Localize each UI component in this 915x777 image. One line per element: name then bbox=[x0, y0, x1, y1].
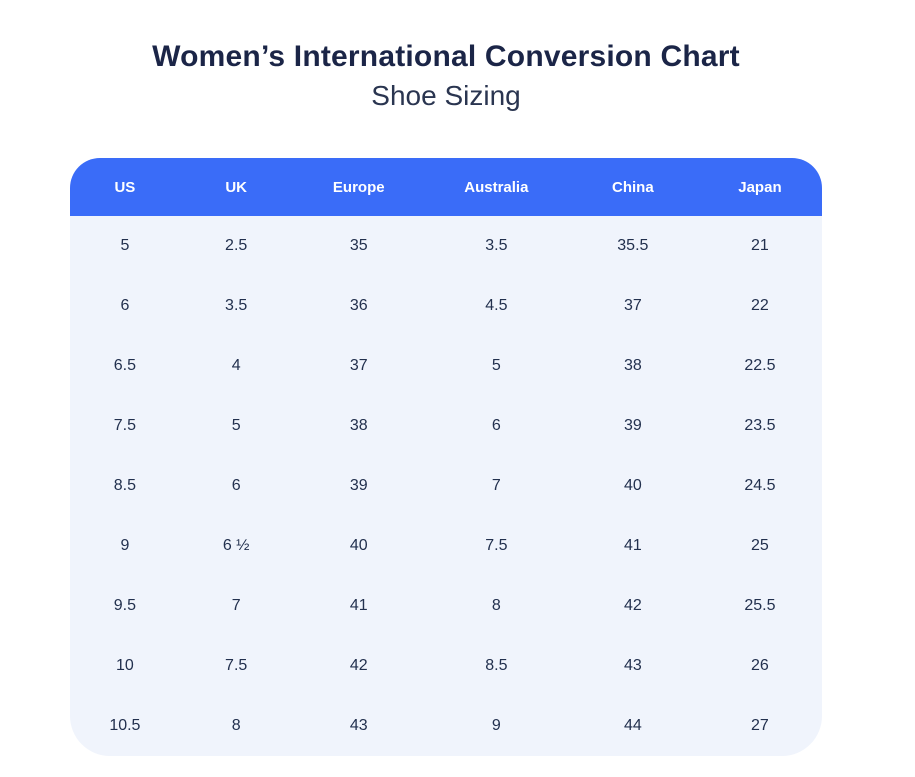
table-cell: 22.5 bbox=[744, 357, 776, 374]
column-header-us: US bbox=[114, 178, 136, 196]
table-row: 10 7.5 42 8.5 43 26 bbox=[70, 636, 822, 696]
table-cell: 37 bbox=[623, 297, 642, 314]
table-cell: 9.5 bbox=[113, 597, 137, 614]
table-row: 5 2.5 35 3.5 35.5 21 bbox=[70, 216, 822, 276]
table-cell: 43 bbox=[349, 717, 368, 734]
table-cell: 41 bbox=[349, 597, 368, 614]
shoe-size-conversion-table: US UK Europe Australia China Japan 5 2.5… bbox=[70, 158, 822, 756]
table-cell: 4 bbox=[231, 357, 241, 374]
table-cell: 39 bbox=[349, 477, 368, 494]
table-row: 9.5 7 41 8 42 25.5 bbox=[70, 576, 822, 636]
table-cell: 7.5 bbox=[485, 537, 508, 554]
table-cell: 42 bbox=[623, 597, 642, 614]
table-row: 9 6 ½ 40 7.5 41 25 bbox=[70, 516, 822, 576]
column-header-china: China bbox=[612, 178, 654, 196]
table-cell: 35 bbox=[349, 237, 368, 254]
table-cell: 4.5 bbox=[485, 297, 508, 314]
table-cell: 7 bbox=[491, 477, 501, 494]
table-row: 8.5 6 39 7 40 24.5 bbox=[70, 456, 822, 516]
table-cell: 6 bbox=[491, 417, 501, 434]
table-cell: 6 bbox=[231, 477, 241, 494]
table-cell: 8.5 bbox=[485, 657, 508, 674]
table-cell: 37 bbox=[349, 357, 368, 374]
column-header-uk: UK bbox=[225, 178, 248, 196]
table-cell: 9 bbox=[120, 537, 130, 554]
column-header-australia: Australia bbox=[464, 178, 529, 196]
table-cell: 6.5 bbox=[113, 357, 137, 374]
table-body: 5 2.5 35 3.5 35.5 21 6 3.5 36 4.5 37 22 … bbox=[70, 216, 822, 756]
table-header-row: US UK Europe Australia China Japan bbox=[70, 158, 822, 216]
table-cell: 8.5 bbox=[113, 477, 137, 494]
table-cell: 36 bbox=[349, 297, 368, 314]
table-cell: 5 bbox=[120, 237, 130, 254]
table-cell: 7.5 bbox=[113, 417, 137, 434]
column-header-europe: Europe bbox=[332, 178, 385, 196]
table-cell: 8 bbox=[491, 597, 501, 614]
table-cell: 44 bbox=[623, 717, 642, 734]
table-cell: 5 bbox=[231, 417, 241, 434]
table-row: 7.5 5 38 6 39 23.5 bbox=[70, 396, 822, 456]
table-cell: 5 bbox=[491, 357, 501, 374]
table-cell: 9 bbox=[491, 717, 501, 734]
table-cell: 42 bbox=[349, 657, 368, 674]
table-cell: 2.5 bbox=[225, 237, 248, 254]
table-cell: 38 bbox=[349, 417, 368, 434]
table-row: 6.5 4 37 5 38 22.5 bbox=[70, 336, 822, 396]
table-row: 10.5 8 43 9 44 27 bbox=[70, 696, 822, 756]
table-cell: 27 bbox=[751, 717, 769, 734]
table-cell: 25.5 bbox=[744, 597, 776, 614]
table-cell: 22 bbox=[751, 297, 769, 314]
table-cell: 43 bbox=[623, 657, 642, 674]
table-cell: 3.5 bbox=[225, 297, 248, 314]
table-cell: 21 bbox=[751, 237, 769, 254]
table-cell: 10 bbox=[115, 657, 134, 674]
table-cell: 41 bbox=[623, 537, 642, 554]
page-title: Women’s International Conversion Chart bbox=[152, 40, 740, 73]
table-cell: 38 bbox=[623, 357, 642, 374]
table-cell: 40 bbox=[623, 477, 642, 494]
table-cell: 39 bbox=[623, 417, 642, 434]
table-cell: 7.5 bbox=[225, 657, 248, 674]
heading: Women’s International Conversion Chart S… bbox=[70, 38, 822, 114]
table-cell: 26 bbox=[751, 657, 769, 674]
table-cell: 23.5 bbox=[744, 417, 776, 434]
table-cell: 25 bbox=[751, 537, 769, 554]
table-cell: 10.5 bbox=[109, 717, 141, 734]
table-cell: 6 ½ bbox=[222, 537, 250, 554]
page-subtitle: Shoe Sizing bbox=[371, 80, 521, 111]
column-header-japan: Japan bbox=[738, 178, 782, 196]
table-cell: 3.5 bbox=[485, 237, 508, 254]
table-cell: 35.5 bbox=[617, 237, 649, 254]
table-cell: 40 bbox=[349, 537, 368, 554]
table-cell: 8 bbox=[231, 717, 241, 734]
table-row: 6 3.5 36 4.5 37 22 bbox=[70, 276, 822, 336]
table-cell: 7 bbox=[231, 597, 241, 614]
table-cell: 24.5 bbox=[744, 477, 776, 494]
table-cell: 6 bbox=[120, 297, 130, 314]
